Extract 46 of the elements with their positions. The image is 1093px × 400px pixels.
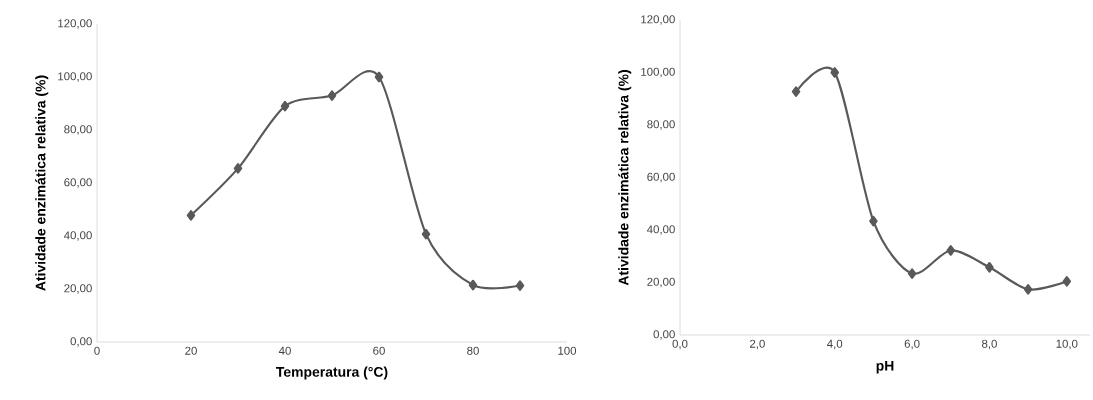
- y-tick-label: 60,00: [647, 172, 675, 183]
- x-tick-label: 2,0: [750, 339, 765, 350]
- x-tick-label: 20: [185, 346, 197, 355]
- y-tick-label: 0,00: [653, 330, 675, 340]
- x-tick-label: 100: [558, 346, 577, 355]
- point: [791, 86, 801, 97]
- x-axis-title: pH: [876, 360, 894, 374]
- y-tick-label: 80,00: [64, 125, 92, 135]
- x-tick-label: 10,0: [1056, 339, 1078, 350]
- x-tick-label: 6,0: [904, 339, 920, 350]
- y-tick-label: 40,00: [63, 231, 92, 241]
- y-tick-label: 120,00: [641, 15, 675, 25]
- x-tick-label: 60: [373, 346, 385, 355]
- y-axis-title: Atividade enzimática relativa (%): [35, 75, 49, 291]
- y-tick-label: 100,00: [58, 72, 92, 82]
- point: [468, 279, 478, 291]
- y-tick-label: 80,00: [647, 120, 675, 130]
- point: [515, 280, 525, 291]
- x-tick-label: 40: [278, 346, 291, 355]
- y-tick-label: 120,00: [58, 19, 92, 29]
- x-tick-label: 8,0: [982, 339, 997, 350]
- point: [985, 261, 994, 273]
- x-tick-label: 0: [94, 346, 100, 355]
- point: [830, 67, 839, 78]
- point: [374, 71, 384, 83]
- point: [280, 100, 290, 112]
- y-tick-label: 100,00: [641, 67, 675, 78]
- point: [907, 268, 917, 279]
- point: [421, 228, 431, 240]
- y-tick-label: 20,00: [647, 277, 675, 288]
- x-axis-title: Temperatura (°C): [276, 366, 388, 380]
- point: [327, 90, 337, 101]
- x-tick-label: 0,0: [672, 339, 688, 350]
- x-tick-label: 4,0: [827, 339, 843, 350]
- point: [946, 245, 956, 256]
- y-tick-label: 0,00: [70, 337, 92, 347]
- y-axis-title: Atividade enzimática relativa (%): [618, 70, 632, 286]
- point: [1062, 276, 1072, 287]
- point: [1023, 283, 1033, 295]
- y-tick-label: 40,00: [647, 225, 675, 235]
- x-tick-label: 80: [467, 346, 479, 355]
- point: [233, 163, 243, 174]
- point: [186, 209, 196, 221]
- y-tick-label: 60,00: [64, 178, 92, 188]
- point: [869, 215, 878, 227]
- y-tick-label: 20,00: [64, 284, 92, 294]
